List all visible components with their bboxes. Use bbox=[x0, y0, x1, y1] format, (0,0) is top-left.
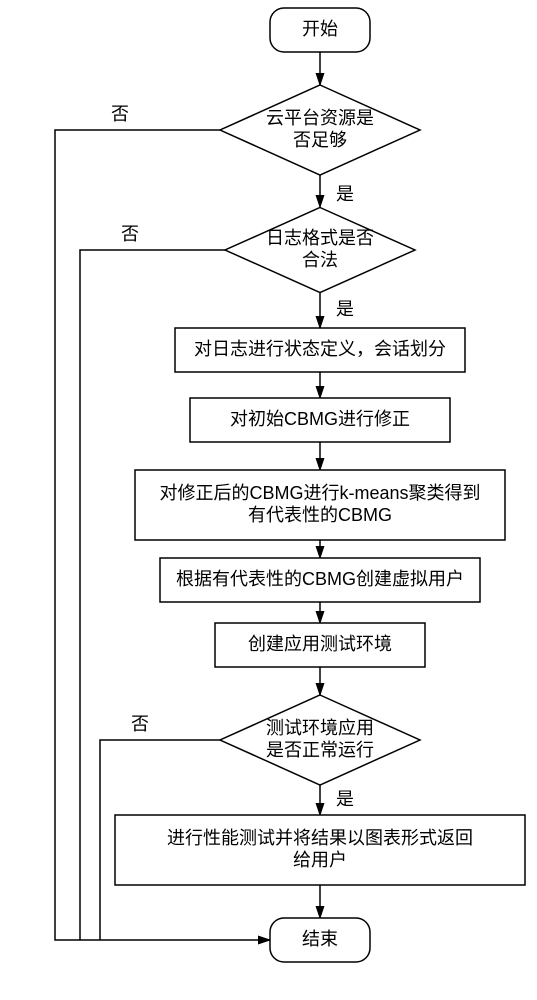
node-p4: 根据有代表性的CBMG创建虚拟用户 bbox=[160, 558, 480, 602]
node-d1-text-0: 云平台资源是 bbox=[266, 108, 374, 128]
node-p6-text-1: 给用户 bbox=[293, 850, 347, 870]
edge-label-d2-p1: 是 bbox=[336, 299, 354, 319]
node-start: 开始 bbox=[270, 8, 370, 52]
node-p5-text-0: 创建应用测试环境 bbox=[248, 634, 392, 654]
node-start-text-0: 开始 bbox=[302, 19, 338, 39]
node-p1: 对日志进行状态定义，会话划分 bbox=[175, 328, 465, 372]
node-end: 结束 bbox=[270, 918, 370, 962]
node-p6: 进行性能测试并将结果以图表形式返回给用户 bbox=[115, 815, 525, 885]
edge-label-d1-d2: 是 bbox=[336, 184, 354, 204]
node-p2-text-0: 对初始CBMG进行修正 bbox=[230, 409, 410, 429]
node-d2-text-1: 合法 bbox=[302, 250, 338, 270]
node-d1: 云平台资源是否足够 bbox=[220, 85, 420, 175]
node-d2-text-0: 日志格式是否 bbox=[266, 228, 374, 248]
node-d1-text-1: 否足够 bbox=[293, 130, 347, 150]
flowchart-canvas: 是是是否否否开始云平台资源是否足够日志格式是否合法对日志进行状态定义，会话划分对… bbox=[0, 0, 537, 1000]
node-p2: 对初始CBMG进行修正 bbox=[190, 398, 450, 442]
node-d3-text-0: 测试环境应用 bbox=[266, 718, 374, 738]
edge-label-d3-end: 否 bbox=[131, 714, 149, 734]
node-d3: 测试环境应用是否正常运行 bbox=[220, 695, 420, 785]
node-p3-text-1: 有代表性的CBMG bbox=[248, 505, 392, 525]
node-p1-text-0: 对日志进行状态定义，会话划分 bbox=[194, 339, 446, 359]
node-d2: 日志格式是否合法 bbox=[225, 208, 415, 293]
edge-label-d1-end: 否 bbox=[111, 104, 129, 124]
node-end-text-0: 结束 bbox=[302, 929, 338, 949]
node-p4-text-0: 根据有代表性的CBMG创建虚拟用户 bbox=[176, 569, 464, 589]
node-p5: 创建应用测试环境 bbox=[215, 623, 425, 667]
node-p3: 对修正后的CBMG进行k-means聚类得到有代表性的CBMG bbox=[135, 470, 505, 540]
edge-label-d3-p6: 是 bbox=[336, 789, 354, 809]
nodes-group: 开始云平台资源是否足够日志格式是否合法对日志进行状态定义，会话划分对初始CBMG… bbox=[115, 8, 525, 962]
edge-label-d2-end: 否 bbox=[121, 224, 139, 244]
node-p6-text-0: 进行性能测试并将结果以图表形式返回 bbox=[167, 828, 473, 848]
node-p3-text-0: 对修正后的CBMG进行k-means聚类得到 bbox=[159, 483, 480, 503]
node-d3-text-1: 是否正常运行 bbox=[266, 740, 374, 760]
